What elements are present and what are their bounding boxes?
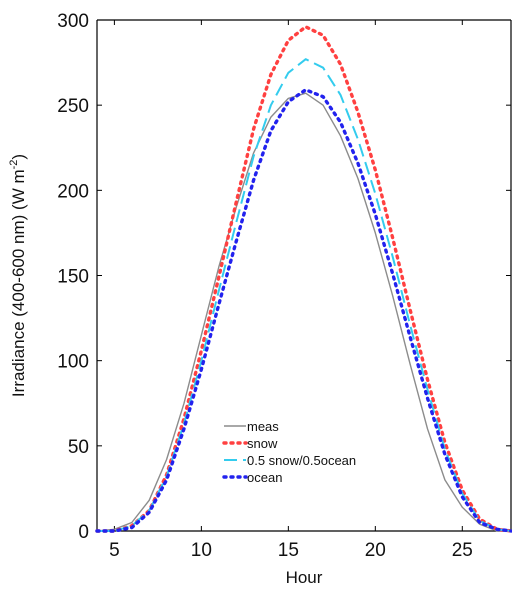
legend-label: 0.5 snow/0.5ocean xyxy=(247,453,356,468)
series-layer xyxy=(95,25,512,533)
y-axis-label-end: ) xyxy=(9,154,28,160)
y-tick-label: 150 xyxy=(57,267,89,288)
axis-ticks: 0 50 100 150 200 250 300 5 10 15 20 25 xyxy=(57,11,511,561)
y-tick-label: 200 xyxy=(57,181,89,202)
legend-label: meas xyxy=(247,419,279,434)
x-axis-label: Hour xyxy=(286,568,323,587)
y-tick-label: 50 xyxy=(68,437,89,458)
y-axis-label-exponent: -2 xyxy=(8,160,20,170)
y-axis-label: Irradiance (400-600 nm) (W m-2) xyxy=(8,154,28,397)
legend-label: snow xyxy=(247,436,278,451)
legend-label: ocean xyxy=(247,470,282,485)
x-tick-label: 5 xyxy=(109,540,120,561)
series-line-meas xyxy=(96,92,511,532)
y-tick-label: 0 xyxy=(78,522,89,543)
x-tick-label: 20 xyxy=(365,540,386,561)
legend: meas snow 0.5 snow/0.5ocean ocean xyxy=(222,419,356,485)
y-axis-label-main: Irradiance (400-600 nm) (W m xyxy=(9,169,28,397)
x-tick-label: 15 xyxy=(278,540,299,561)
y-tick-label: 250 xyxy=(57,96,89,117)
series-line-ocean xyxy=(95,88,512,533)
y-tick-label: 300 xyxy=(57,11,89,32)
x-tick-label: 10 xyxy=(191,540,212,561)
y-tick-label: 100 xyxy=(57,352,89,373)
x-tick-label: 25 xyxy=(452,540,473,561)
